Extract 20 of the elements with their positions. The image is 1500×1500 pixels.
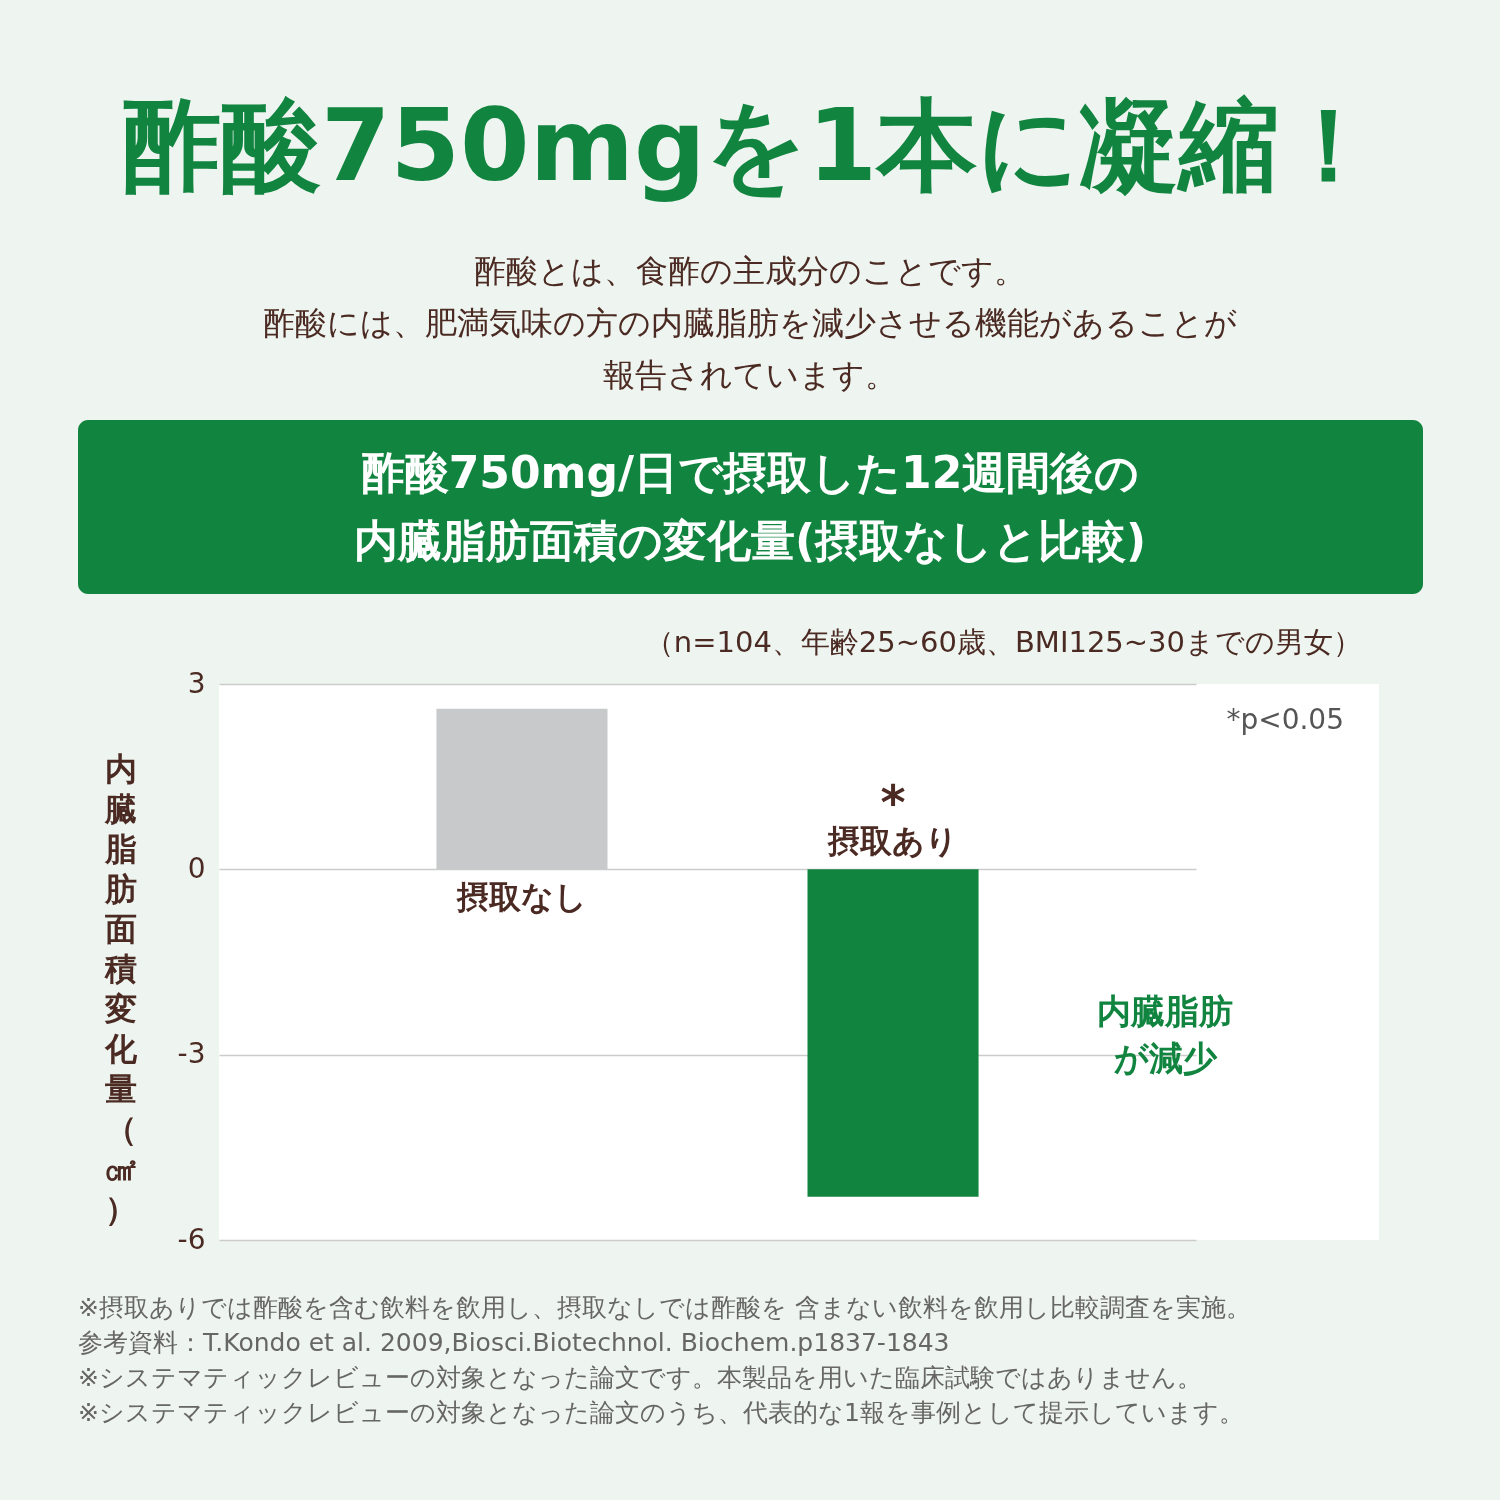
text: ※システマティックレビューの対象となった論文のうち、代表的な1報を事例として提示しています。 — [78, 1398, 1244, 1427]
annotation: 内臓脂肪 — [1097, 991, 1233, 1031]
y-tick-label: -3 — [177, 1037, 206, 1071]
text: 内臓脂肪面積の変化量(摂取なしと比較) — [353, 515, 1147, 566]
text: 参考資料：T.Kondo et al. 2009,Biosci.Biotechnol. Biochem.p1837-1843 — [78, 1328, 950, 1357]
annotation: が減少 — [1113, 1038, 1218, 1078]
text: ※摂取ありでは酢酸を含む飲料を飲用し、摂取なしでは酢酸を 含まない飲料を飲用し比較調査を実施。 — [78, 1293, 1251, 1322]
text: 酢酸750mg/日で摂取した12週間後の — [360, 447, 1140, 498]
text: 酢酸とは、食酢の主成分のことです。 — [474, 252, 1026, 290]
y-tick-label: -6 — [177, 1222, 206, 1256]
chart-title: 酢酸750mgを1本に凝縮！ — [120, 87, 1380, 204]
text: （n=104、年齢25~60歳、BMI125~30までの男女） — [644, 625, 1362, 659]
y-tick-label: 3 — [187, 666, 206, 700]
text: *p<0.05 — [1226, 703, 1344, 736]
text: 酢酸には、肥満気味の方の内臓脂肪を減少させる機能があることが — [263, 304, 1237, 342]
text: 報告されています。 — [603, 356, 897, 394]
text: ※システマティックレビューの対象となった論文です。本製品を用いた臨床試験ではありません。 — [78, 1363, 1202, 1392]
y-tick-label: 0 — [187, 851, 206, 885]
x-tick-label: 摂取なし — [455, 878, 587, 917]
text: 内臓脂肪面積変化量（㎠） — [104, 749, 137, 1228]
